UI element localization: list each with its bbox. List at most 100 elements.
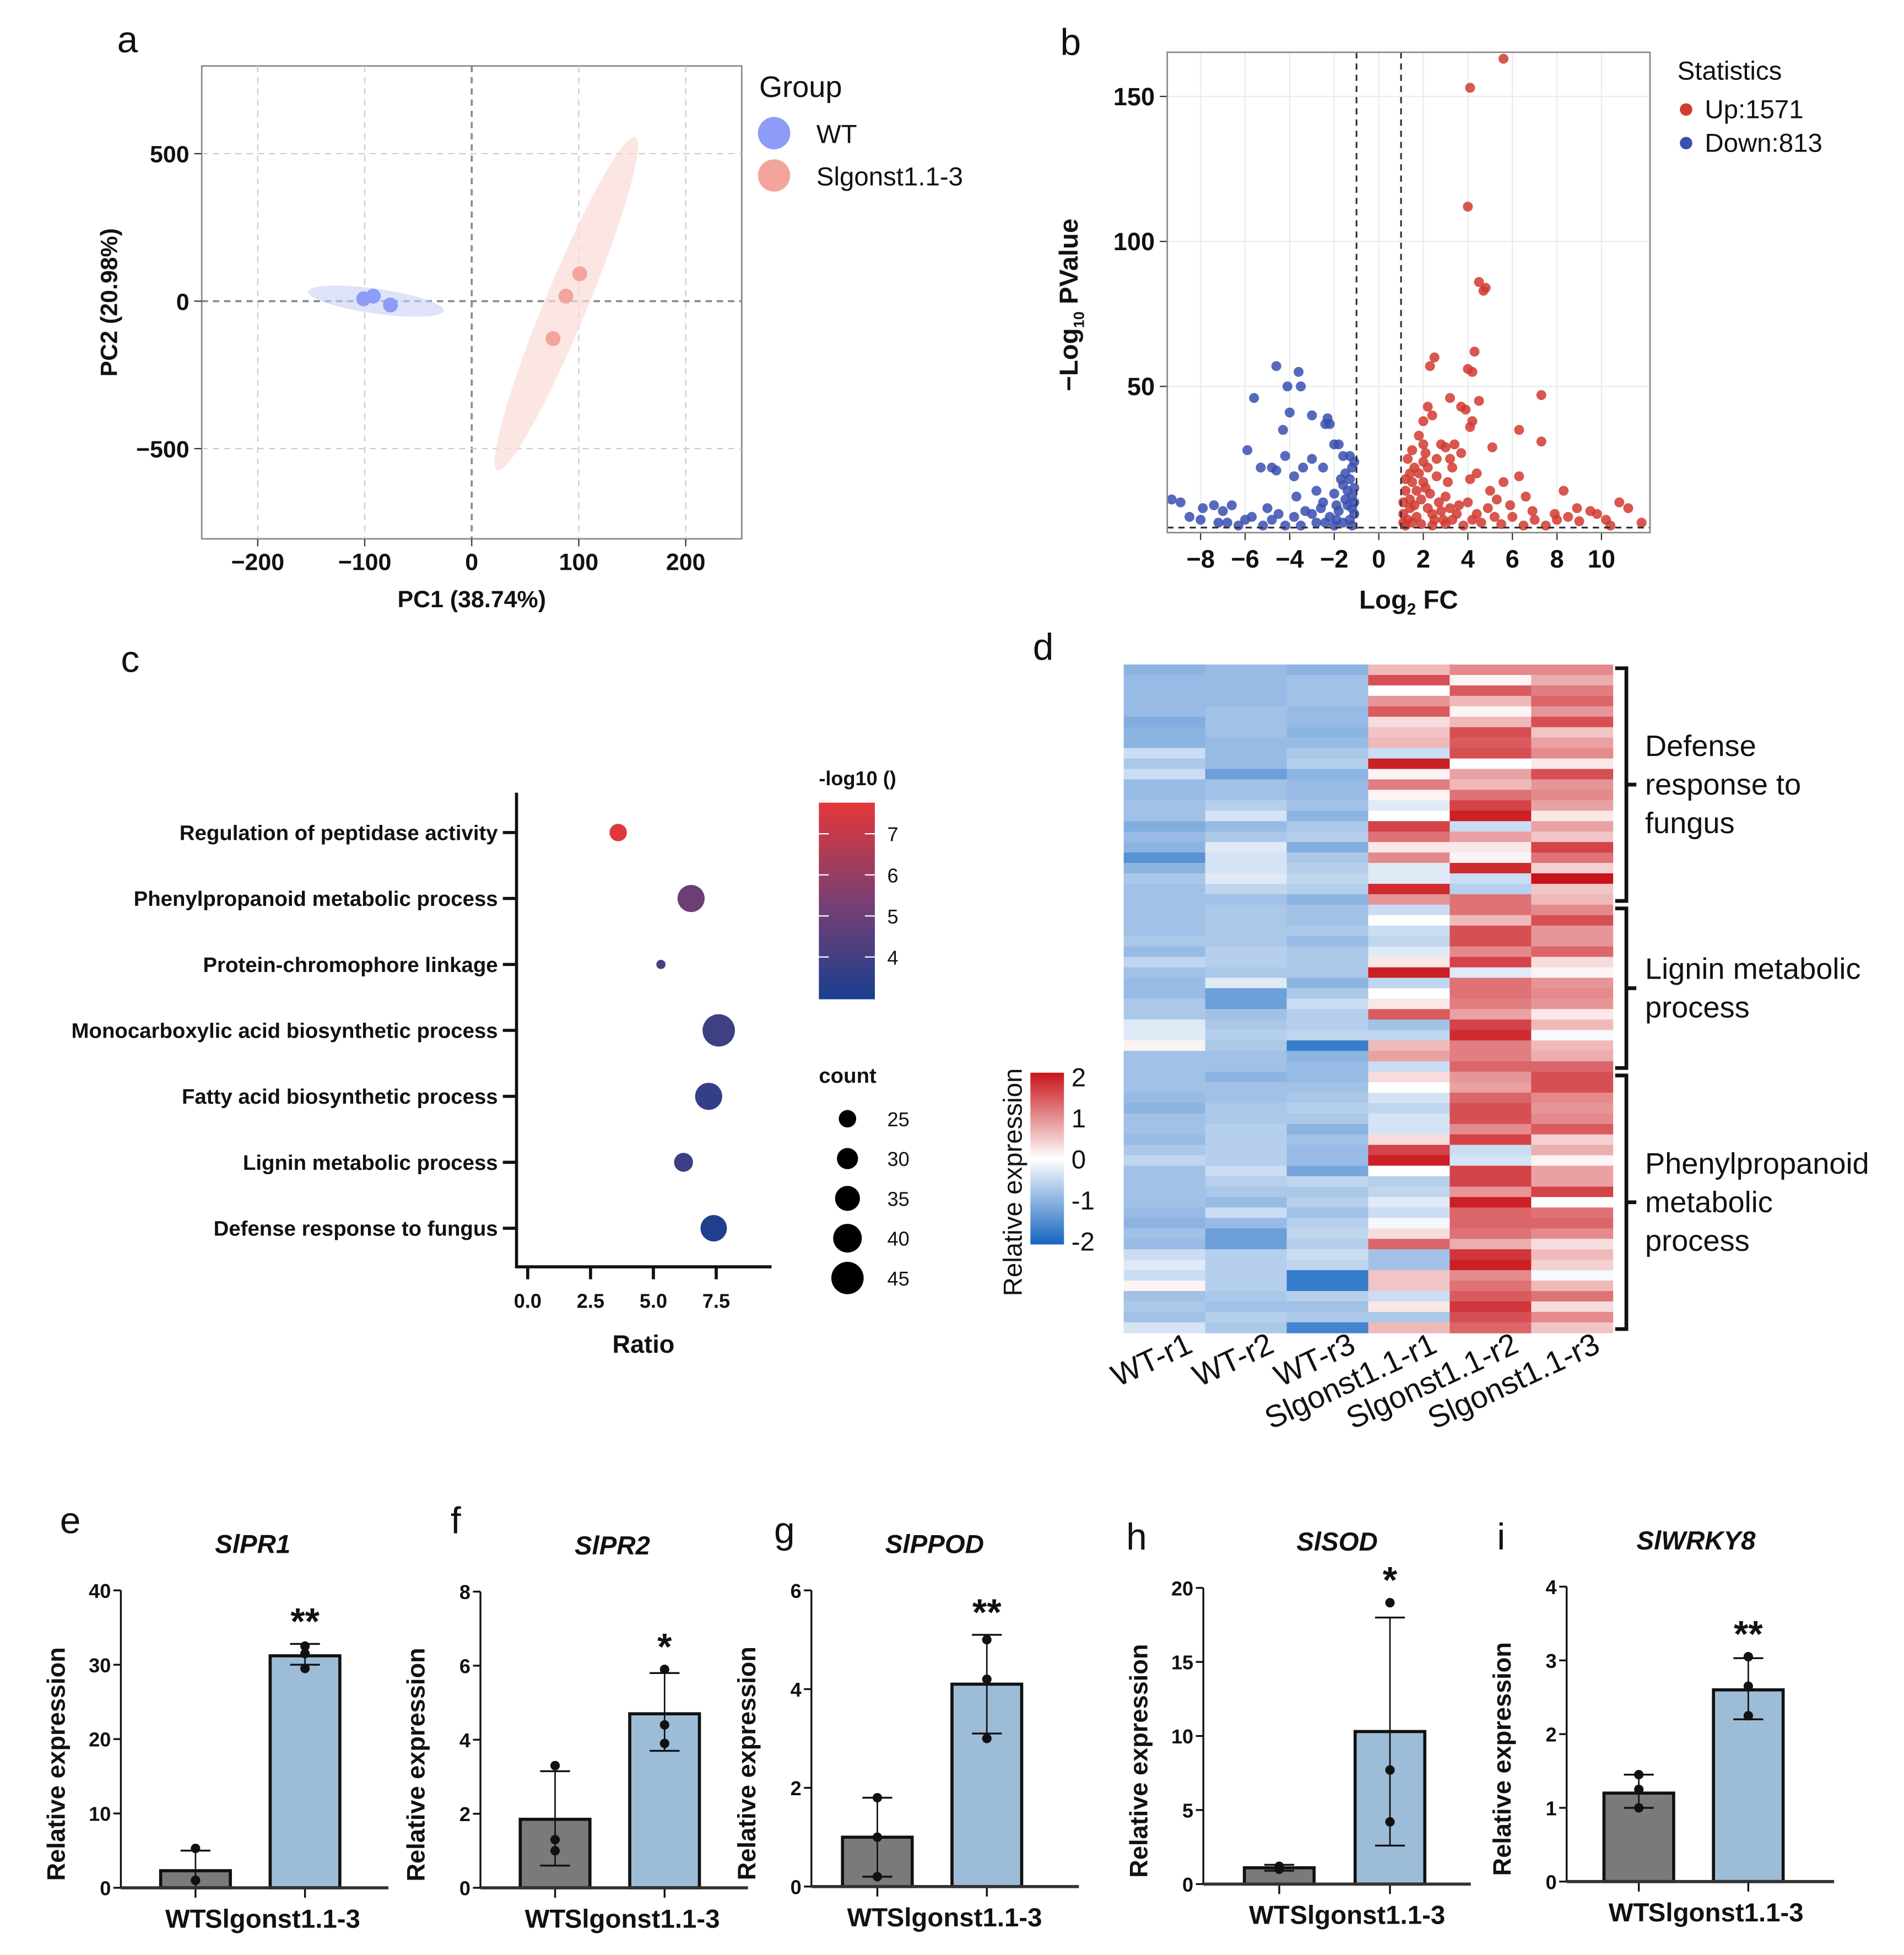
volcano-point	[1422, 462, 1433, 473]
heatmap-cell	[1531, 665, 1614, 676]
term-dot	[656, 959, 666, 969]
heatmap-cell	[1205, 998, 1288, 1010]
heatmap-cell	[1531, 1030, 1614, 1041]
heatmap-cell	[1205, 1103, 1288, 1114]
volcano-point	[1514, 425, 1524, 435]
volcano-point	[1491, 494, 1502, 505]
heatmap-cell	[1123, 1311, 1206, 1323]
y-tick-label: 2	[1546, 1724, 1557, 1746]
heatmap-cell	[1286, 936, 1369, 947]
volcano-point	[1289, 471, 1300, 482]
heatmap-cell	[1368, 1155, 1451, 1166]
heatmap-cell	[1531, 1092, 1614, 1104]
heatmap-cell	[1531, 936, 1614, 947]
heatmap-cell	[1531, 748, 1614, 759]
heatmap-cell	[1205, 1322, 1288, 1333]
heatmap-cell	[1205, 1009, 1288, 1020]
y-tick-label: 2	[459, 1803, 470, 1826]
heatmap-cell	[1286, 883, 1369, 895]
heatmap-cell	[1123, 1270, 1206, 1281]
heatmap-cell	[1449, 915, 1532, 926]
y-tick-label: 15	[1171, 1651, 1193, 1674]
panel-label-d: d	[1033, 627, 1054, 668]
heatmap-cell	[1205, 1301, 1288, 1313]
panel-label-f: f	[451, 1500, 461, 1541]
volcano-point	[1427, 410, 1437, 420]
heatmap-cell	[1286, 1165, 1369, 1177]
heatmap-cell	[1531, 1040, 1614, 1052]
heatmap-cell	[1531, 894, 1614, 905]
replicate-point	[550, 1835, 560, 1845]
heatmap-cell	[1286, 1311, 1369, 1323]
heatmap-cell	[1205, 1239, 1288, 1250]
bar	[268, 1654, 342, 1889]
heatmap-cell	[1449, 1301, 1532, 1313]
heatmap-cell	[1286, 978, 1369, 989]
heatmap-cell	[1123, 1281, 1206, 1292]
heatmap-cell	[1205, 811, 1288, 822]
heatmap-cell	[1368, 1030, 1451, 1041]
heatmap-cell	[1286, 915, 1369, 926]
replicate-point	[1385, 1765, 1395, 1775]
heatmap-cell	[1123, 1186, 1206, 1198]
x-tick-label: WT	[847, 1903, 888, 1932]
volcano-point	[1233, 520, 1243, 531]
heatmap-cell	[1205, 988, 1288, 1000]
y-tick-label: 100	[1113, 228, 1155, 256]
volcano-point	[1418, 477, 1429, 487]
heatmap-cell	[1123, 1290, 1206, 1302]
volcano-point	[1442, 477, 1453, 487]
heatmap-cell	[1205, 1260, 1288, 1271]
volcano-point	[1469, 347, 1480, 357]
heatmap-cell	[1286, 1051, 1369, 1062]
heatmap-cell	[1449, 1281, 1532, 1292]
x-axis-label: Log2 FC	[1359, 585, 1458, 618]
heatmap-cell	[1449, 1197, 1532, 1208]
heatmap-cell	[1368, 1290, 1451, 1302]
heatmap-cell	[1286, 737, 1369, 749]
heatmap-cell	[1123, 779, 1206, 791]
y-tick-label: 0	[459, 1877, 470, 1900]
heatmap-cell	[1368, 904, 1451, 916]
volcano-point	[1463, 201, 1473, 212]
volcano-point	[1472, 468, 1482, 479]
heatmap-cell	[1449, 1144, 1532, 1156]
heatmap-cell	[1205, 915, 1288, 926]
volcano-point	[1425, 488, 1435, 499]
heatmap-cell	[1531, 883, 1614, 895]
heatmap-cell	[1286, 1197, 1369, 1208]
term-label: Regulation of peptidase activity	[180, 821, 499, 845]
heatmap-cell	[1531, 1165, 1614, 1177]
heatmap-cell	[1123, 1260, 1206, 1271]
heatmap-cell	[1449, 873, 1532, 884]
heatmap-cell	[1449, 1124, 1532, 1135]
heatmap-cell	[1531, 1260, 1614, 1271]
volcano-point	[1483, 503, 1493, 514]
size-legend-dot	[833, 1224, 862, 1253]
heatmap-cell	[1123, 831, 1206, 843]
heatmap-cell	[1286, 1082, 1369, 1093]
volcano-point	[1496, 519, 1507, 530]
volcano-point	[1289, 512, 1300, 522]
volcano-point	[1296, 520, 1306, 531]
heatmap-cell	[1205, 1040, 1288, 1052]
chart-title: SlPR2	[575, 1531, 650, 1560]
heatmap-cell	[1286, 1186, 1369, 1198]
x-tick-label: 2	[1416, 545, 1430, 573]
heatmap-cell	[1205, 790, 1288, 801]
y-tick-label: 0	[176, 289, 190, 315]
heatmap-cell	[1368, 946, 1451, 958]
heatmap-cell	[1368, 1103, 1451, 1114]
heatmap-cell	[1286, 1301, 1369, 1313]
heatmap-cell	[1123, 1301, 1206, 1313]
heatmap-cell	[1205, 674, 1288, 686]
volcano-point	[1300, 506, 1311, 516]
heatmap-cell	[1531, 946, 1614, 958]
heatmap-cell	[1286, 1009, 1369, 1020]
heatmap-cell	[1368, 1186, 1451, 1198]
colorbar-label: 0	[1072, 1146, 1086, 1175]
colorbar-label: -2	[1072, 1228, 1095, 1257]
heatmap-cell	[1449, 1322, 1532, 1333]
volcano-point	[1414, 430, 1424, 441]
